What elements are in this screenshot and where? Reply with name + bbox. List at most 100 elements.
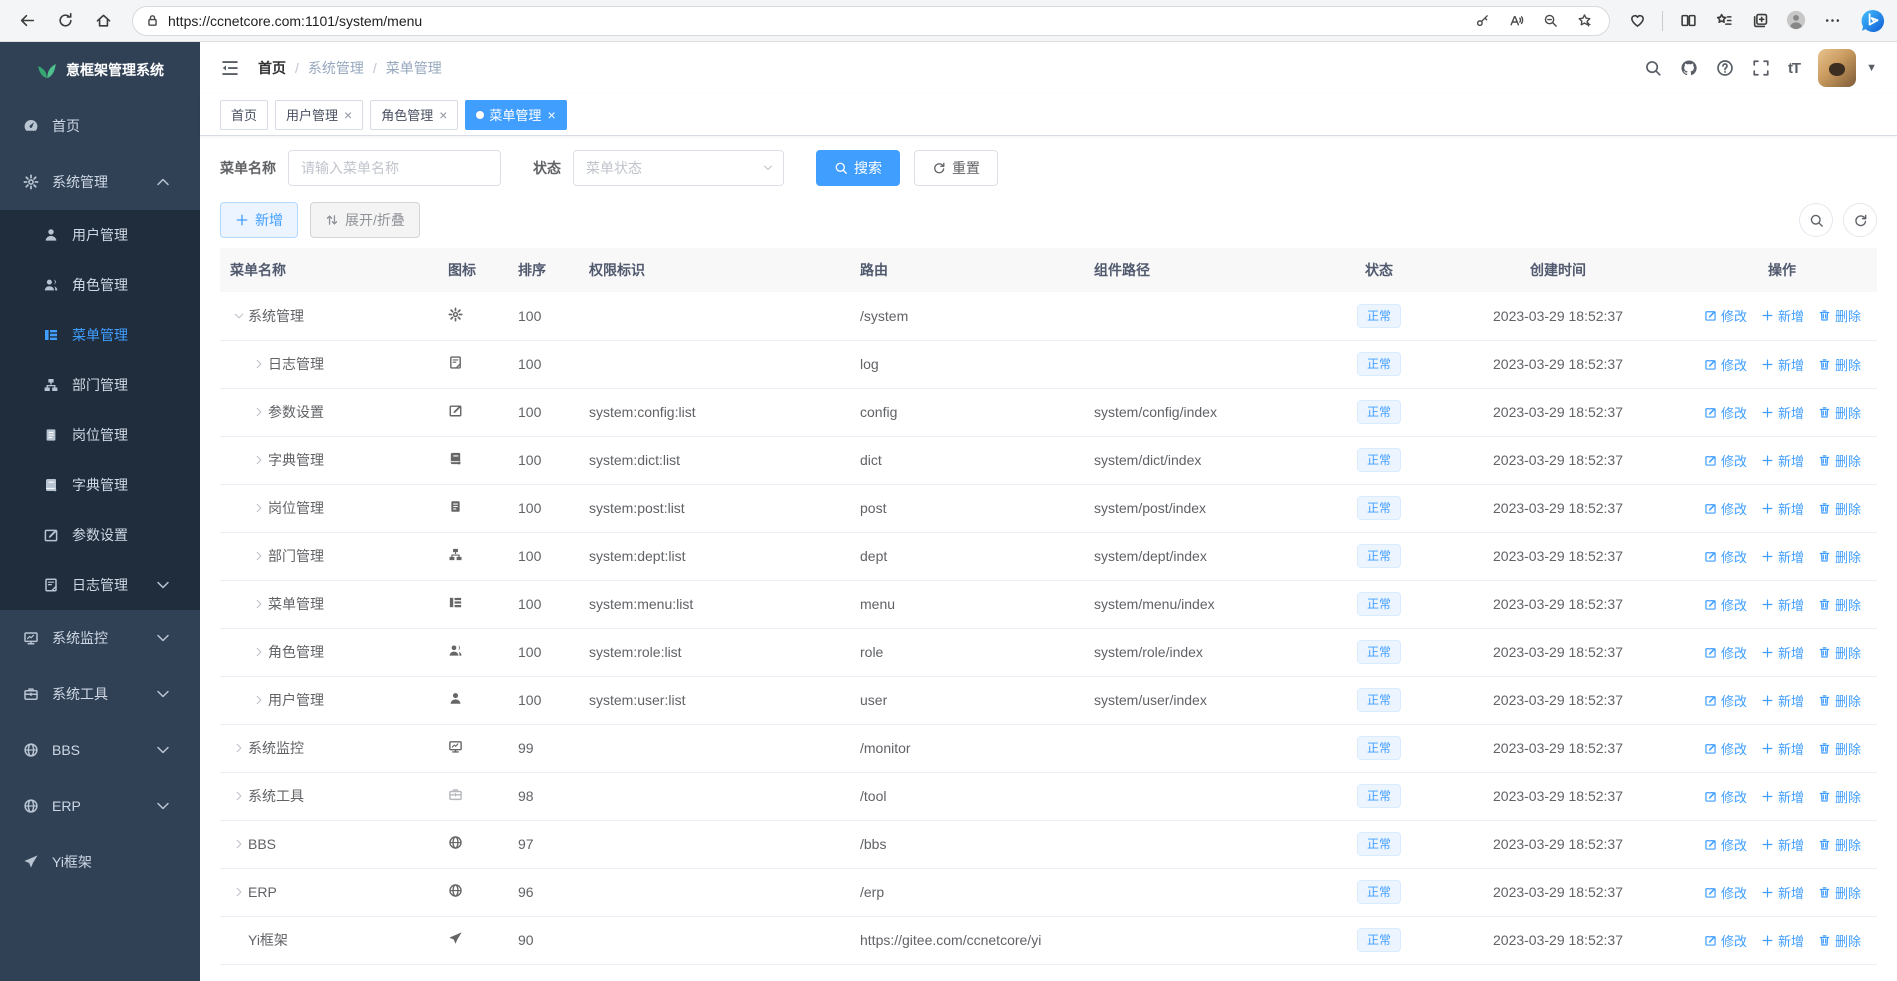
sidebar-item-monitor[interactable]: 系统监控 bbox=[0, 610, 200, 666]
menu-name-input[interactable] bbox=[288, 150, 501, 186]
expand-collapse-button[interactable]: 展开/折叠 bbox=[310, 202, 420, 238]
refresh-table-button[interactable] bbox=[1843, 203, 1877, 237]
browser-menu-icon[interactable] bbox=[1815, 4, 1849, 38]
edit-action[interactable]: 修改 bbox=[1704, 451, 1747, 470]
edit-action[interactable]: 修改 bbox=[1704, 739, 1747, 758]
tree-caret-icon[interactable] bbox=[250, 598, 268, 610]
delete-action[interactable]: 删除 bbox=[1818, 499, 1861, 518]
tree-caret-icon[interactable] bbox=[250, 358, 268, 370]
show-search-button[interactable] bbox=[1799, 203, 1833, 237]
help-icon[interactable] bbox=[1716, 59, 1734, 77]
close-icon[interactable]: × bbox=[344, 106, 353, 123]
search-button[interactable]: 搜索 bbox=[816, 150, 900, 186]
edit-action[interactable]: 修改 bbox=[1704, 787, 1747, 806]
breadcrumb-home[interactable]: 首页 bbox=[258, 60, 286, 76]
sidebar-item-dict[interactable]: 字典管理 bbox=[0, 460, 200, 510]
sidebar-item-bbs[interactable]: BBS bbox=[0, 722, 200, 778]
sidebar-item-menu[interactable]: 菜单管理 bbox=[0, 310, 200, 360]
tree-caret-icon[interactable] bbox=[250, 502, 268, 514]
tree-caret-icon[interactable] bbox=[230, 838, 248, 850]
add-action[interactable]: 新增 bbox=[1761, 355, 1804, 374]
sidebar-item-post[interactable]: 岗位管理 bbox=[0, 410, 200, 460]
bing-copilot-icon[interactable] bbox=[1857, 5, 1889, 37]
add-action[interactable]: 新增 bbox=[1761, 691, 1804, 710]
tree-caret-icon[interactable] bbox=[250, 550, 268, 562]
delete-action[interactable]: 删除 bbox=[1818, 355, 1861, 374]
sidebar-item-role[interactable]: 角色管理 bbox=[0, 260, 200, 310]
tab-menu[interactable]: 菜单管理 × bbox=[465, 99, 567, 130]
delete-action[interactable]: 删除 bbox=[1818, 643, 1861, 662]
tab-user[interactable]: 用户管理 × bbox=[275, 99, 364, 130]
sidebar-fold-icon[interactable] bbox=[220, 58, 240, 78]
split-screen-icon[interactable] bbox=[1671, 4, 1705, 38]
close-icon[interactable]: × bbox=[547, 106, 556, 123]
avatar[interactable] bbox=[1818, 49, 1857, 87]
tree-caret-icon[interactable] bbox=[230, 790, 248, 802]
font-size-icon[interactable]: tT bbox=[1787, 59, 1801, 77]
add-action[interactable]: 新增 bbox=[1761, 787, 1804, 806]
edit-action[interactable]: 修改 bbox=[1704, 595, 1747, 614]
delete-action[interactable]: 删除 bbox=[1818, 883, 1861, 902]
tab-home[interactable]: 首页 bbox=[220, 99, 269, 130]
github-icon[interactable] bbox=[1680, 59, 1698, 77]
add-action[interactable]: 新增 bbox=[1761, 643, 1804, 662]
avatar-caret-down-icon[interactable]: ▼ bbox=[1866, 62, 1877, 74]
delete-action[interactable]: 删除 bbox=[1818, 739, 1861, 758]
edit-action[interactable]: 修改 bbox=[1704, 931, 1747, 950]
header-search-icon[interactable] bbox=[1644, 59, 1662, 77]
sidebar-item-system[interactable]: 系统管理 bbox=[0, 154, 200, 210]
delete-action[interactable]: 删除 bbox=[1818, 931, 1861, 950]
browser-back-icon[interactable] bbox=[8, 4, 46, 38]
sidebar-item-user[interactable]: 用户管理 bbox=[0, 210, 200, 260]
delete-action[interactable]: 删除 bbox=[1818, 403, 1861, 422]
logo[interactable]: 意框架管理系统 bbox=[0, 42, 200, 98]
edit-action[interactable]: 修改 bbox=[1704, 355, 1747, 374]
browser-profile-icon[interactable] bbox=[1779, 4, 1813, 38]
sidebar-item-home[interactable]: 首页 bbox=[0, 98, 200, 154]
tab-role[interactable]: 角色管理 × bbox=[370, 99, 459, 130]
edit-action[interactable]: 修改 bbox=[1704, 306, 1747, 325]
edit-action[interactable]: 修改 bbox=[1704, 643, 1747, 662]
sidebar-item-erp[interactable]: ERP bbox=[0, 778, 200, 834]
sidebar-item-tool[interactable]: 系统工具 bbox=[0, 666, 200, 722]
add-action[interactable]: 新增 bbox=[1761, 547, 1804, 566]
tree-caret-icon[interactable] bbox=[250, 694, 268, 706]
sidebar-item-config[interactable]: 参数设置 bbox=[0, 510, 200, 560]
delete-action[interactable]: 删除 bbox=[1818, 547, 1861, 566]
tree-caret-icon[interactable] bbox=[250, 646, 268, 658]
browser-refresh-icon[interactable] bbox=[46, 4, 84, 38]
close-icon[interactable]: × bbox=[439, 106, 448, 123]
add-action[interactable]: 新增 bbox=[1761, 403, 1804, 422]
add-action[interactable]: 新增 bbox=[1761, 595, 1804, 614]
add-action[interactable]: 新增 bbox=[1761, 883, 1804, 902]
sidebar-item-yi[interactable]: Yi框架 bbox=[0, 834, 200, 890]
add-action[interactable]: 新增 bbox=[1761, 306, 1804, 325]
tree-caret-icon[interactable] bbox=[250, 454, 268, 466]
status-select-input[interactable] bbox=[573, 150, 784, 186]
zoom-out-icon[interactable] bbox=[1535, 8, 1565, 34]
browser-home-icon[interactable] bbox=[84, 4, 122, 38]
add-button[interactable]: 新增 bbox=[220, 202, 298, 238]
edit-action[interactable]: 修改 bbox=[1704, 547, 1747, 566]
delete-action[interactable]: 删除 bbox=[1818, 306, 1861, 325]
tree-caret-icon[interactable] bbox=[233, 307, 245, 325]
password-key-icon[interactable] bbox=[1467, 8, 1497, 34]
reset-button[interactable]: 重置 bbox=[914, 150, 998, 186]
add-action[interactable]: 新增 bbox=[1761, 451, 1804, 470]
favorites-bar-icon[interactable] bbox=[1707, 4, 1741, 38]
delete-action[interactable]: 删除 bbox=[1818, 787, 1861, 806]
add-action[interactable]: 新增 bbox=[1761, 739, 1804, 758]
favorite-star-icon[interactable] bbox=[1569, 8, 1599, 34]
read-aloud-icon[interactable] bbox=[1501, 8, 1531, 34]
url-text[interactable]: https://ccnetcore.com:1101/system/menu bbox=[168, 12, 423, 29]
tree-caret-icon[interactable] bbox=[250, 406, 268, 418]
edit-action[interactable]: 修改 bbox=[1704, 403, 1747, 422]
fullscreen-icon[interactable] bbox=[1752, 59, 1770, 77]
tree-caret-icon[interactable] bbox=[230, 886, 248, 898]
browser-essentials-icon[interactable] bbox=[1620, 4, 1654, 38]
delete-action[interactable]: 删除 bbox=[1818, 595, 1861, 614]
delete-action[interactable]: 删除 bbox=[1818, 451, 1861, 470]
edit-action[interactable]: 修改 bbox=[1704, 883, 1747, 902]
delete-action[interactable]: 删除 bbox=[1818, 835, 1861, 854]
add-action[interactable]: 新增 bbox=[1761, 835, 1804, 854]
